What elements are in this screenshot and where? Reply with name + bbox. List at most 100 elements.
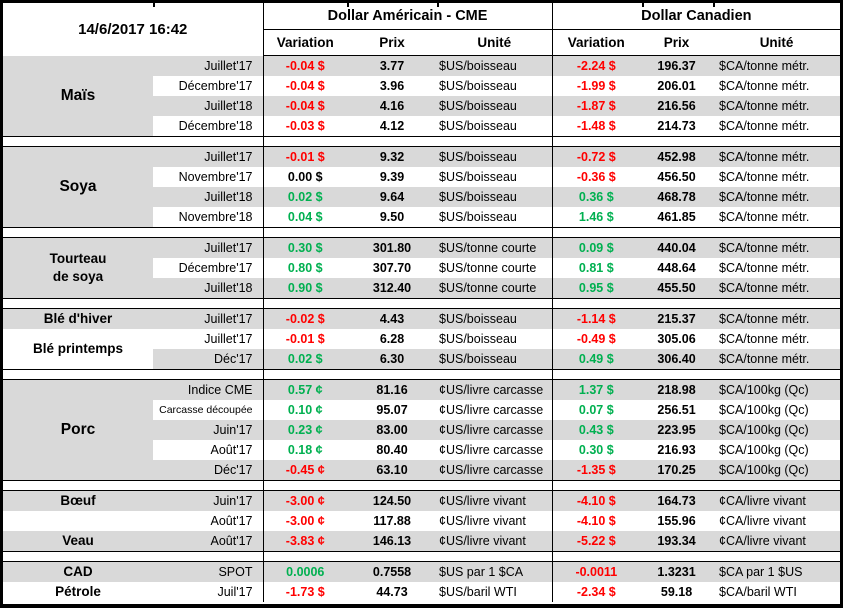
cell-ca-unit: ¢CA/livre vivant bbox=[719, 494, 806, 508]
cell-ca-price: 218.98 bbox=[657, 383, 696, 397]
cell-us-variation: -3.83 ¢ bbox=[262, 531, 348, 552]
price-row: CAD SPOT 0.0006 0.7558 $US par 1 $CA -0.0011 1… bbox=[3, 561, 840, 582]
price-row: Juillet'18 -0.04 $ 4.16 $US/boisseau -1.87 $… bbox=[3, 96, 840, 116]
group-separator bbox=[3, 298, 840, 309]
cell-ca-variation: -5.22 $ bbox=[551, 531, 641, 552]
cell-ca-price: 170.25 bbox=[657, 463, 696, 477]
cell-us-unit: $US/boisseau bbox=[439, 150, 517, 164]
cell-ca-variation: 0.36 $ bbox=[551, 187, 641, 207]
cell-ca-unit: $CA/tonne métr. bbox=[719, 170, 810, 184]
cell-month: Juillet'17 bbox=[204, 150, 253, 164]
cell-us-variation: -0.01 $ bbox=[262, 329, 348, 349]
cell-us-unit: $US/tonne courte bbox=[439, 281, 537, 295]
commodity-label: Tourteau de soya bbox=[49, 251, 107, 284]
cell-ca-unit: $CA/tonne métr. bbox=[719, 150, 810, 164]
cell-month: Juillet'17 bbox=[204, 312, 253, 326]
cell-ca-price: 305.06 bbox=[657, 332, 696, 346]
cell-us-variation: -0.45 ¢ bbox=[262, 460, 348, 481]
price-row: Août'17 0.18 ¢ 80.40 ¢US/livre carcasse 0.30… bbox=[3, 440, 840, 460]
cell-ca-unit: $CA/baril WTI bbox=[719, 585, 797, 599]
commodity-label: Pétrole bbox=[55, 584, 101, 600]
cell-us-unit: ¢US/livre vivant bbox=[439, 534, 526, 548]
cell-ca-variation: -1.35 $ bbox=[551, 460, 641, 481]
separator-segment bbox=[3, 136, 264, 147]
cell-us-unit: ¢US/livre carcasse bbox=[439, 423, 544, 437]
price-row: Blé d'hiver Juillet'17 -0.02 $ 4.43 $US/bois… bbox=[3, 308, 840, 329]
cell-us-variation: -0.01 $ bbox=[262, 146, 348, 167]
price-row: Décembre'18 -0.03 $ 4.12 $US/boisseau -1.48 … bbox=[3, 116, 840, 137]
cell-ca-unit: $CA/tonne métr. bbox=[719, 281, 810, 295]
separator-segment bbox=[262, 369, 553, 380]
cell-us-unit: ¢US/livre carcasse bbox=[439, 403, 544, 417]
cell-us-price: 4.43 bbox=[379, 312, 405, 326]
cell-ca-unit: $CA/tonne métr. bbox=[719, 332, 810, 346]
cell-month: Juillet'17 bbox=[204, 58, 253, 73]
cell-ca-price: 452.98 bbox=[657, 150, 696, 164]
cell-us-unit: ¢US/livre vivant bbox=[439, 514, 526, 528]
price-row: Déc'17 0.02 $ 6.30 $US/boisseau 0.49 $ 306.40… bbox=[3, 349, 840, 370]
cell-us-variation: 0.90 $ bbox=[262, 278, 348, 299]
price-row: Blé printemps Juillet'17 -0.01 $ 6.28 $US/bo… bbox=[3, 329, 840, 370]
ca-dollar-section-header: Dollar Canadien bbox=[551, 3, 840, 30]
cell-ca-variation: -2.24 $ bbox=[551, 55, 641, 76]
cell-us-unit: $US/boisseau bbox=[439, 79, 517, 93]
cell-month: Août'17 bbox=[210, 534, 253, 548]
cell-month: Août'17 bbox=[210, 514, 253, 528]
cell-ca-price: 196.37 bbox=[657, 59, 696, 73]
cell-ca-variation: -1.14 $ bbox=[551, 308, 641, 329]
cell-ca-variation: -1.87 $ bbox=[551, 96, 641, 116]
us-dollar-section-header: Dollar Américain - CME bbox=[262, 3, 553, 30]
cell-us-price: 63.10 bbox=[376, 463, 408, 477]
column-header-row: Variation Prix Unité Variation Prix Unit… bbox=[3, 29, 840, 56]
commodity-label: Maïs bbox=[60, 86, 96, 104]
price-row: Déc'17 -0.45 ¢ 63.10 ¢US/livre carcasse -1.3… bbox=[3, 460, 840, 481]
price-row: Juin'17 0.23 ¢ 83.00 ¢US/livre carcasse 0.43… bbox=[3, 420, 840, 440]
cell-us-variation: -0.02 $ bbox=[262, 308, 348, 329]
cell-ca-price: 214.73 bbox=[657, 119, 696, 133]
commodity-label: Blé printemps bbox=[3, 329, 153, 370]
commodity-label: Porc bbox=[60, 420, 96, 438]
cell-month: SPOT bbox=[218, 565, 253, 579]
cell-us-variation: -0.03 $ bbox=[262, 116, 348, 137]
cell-ca-price: 59.18 bbox=[660, 585, 693, 599]
separator-segment bbox=[3, 369, 264, 380]
timestamp: 14/6/2017 16:42 bbox=[3, 3, 264, 56]
cell-ca-variation: -0.72 $ bbox=[551, 146, 641, 167]
cell-ca-price: 155.96 bbox=[657, 514, 696, 528]
price-row: Porc Indice CME 0.57 ¢ 81.16 ¢US/livre carca… bbox=[3, 379, 840, 438]
us-variation-column-header: Variation bbox=[262, 29, 348, 56]
cell-us-price: 6.28 bbox=[379, 332, 405, 346]
cell-ca-variation: 1.37 $ bbox=[551, 379, 641, 400]
cell-ca-variation: 0.30 $ bbox=[551, 440, 641, 460]
cell-us-price: 301.80 bbox=[372, 241, 412, 255]
cell-us-variation: 0.80 $ bbox=[262, 258, 348, 278]
cell-ca-price: 256.51 bbox=[657, 403, 696, 417]
price-row: Novembre'17 0.00 $ 9.39 $US/boisseau -0.36 $… bbox=[3, 167, 840, 187]
cell-ca-price: 461.85 bbox=[657, 210, 696, 224]
cell-us-variation: 0.0006 bbox=[262, 561, 348, 582]
cell-us-unit: $US/boisseau bbox=[439, 59, 517, 73]
column-tick bbox=[347, 3, 349, 7]
cell-month: Juillet'18 bbox=[204, 281, 253, 295]
price-row: Bœuf Juin'17 -3.00 ¢ 124.50 ¢US/livre vivant… bbox=[3, 490, 840, 511]
cell-ca-unit: $CA/tonne métr. bbox=[719, 59, 810, 73]
cell-us-price: 4.12 bbox=[379, 119, 405, 133]
cell-ca-variation: 0.09 $ bbox=[551, 237, 641, 258]
cell-ca-variation: 0.43 $ bbox=[551, 420, 641, 440]
ca-unite-column-header: Unité bbox=[713, 29, 840, 56]
cell-us-price: 9.64 bbox=[379, 190, 405, 204]
commodity-label: Soya bbox=[59, 177, 97, 195]
cell-us-unit: $US/tonne courte bbox=[439, 261, 537, 275]
cell-ca-unit: $CA/tonne métr. bbox=[719, 99, 810, 113]
cell-ca-unit: $CA/tonne métr. bbox=[719, 312, 810, 326]
price-row: Pétrole Juil'17 -1.73 $ 44.73 $US/baril WTI -… bbox=[3, 582, 840, 602]
cell-us-variation: -0.04 $ bbox=[262, 55, 348, 76]
cell-us-unit: $US/boisseau bbox=[439, 312, 517, 326]
cell-month: Juillet'17 bbox=[204, 332, 253, 346]
cell-month: Juillet'18 bbox=[204, 99, 253, 113]
separator-segment bbox=[3, 227, 264, 238]
cell-ca-price: 206.01 bbox=[657, 79, 696, 93]
price-row: Tourteau de soya Juillet'17 0.30 $ 301.80 $U… bbox=[3, 237, 840, 284]
cell-us-price: 9.32 bbox=[379, 150, 405, 164]
